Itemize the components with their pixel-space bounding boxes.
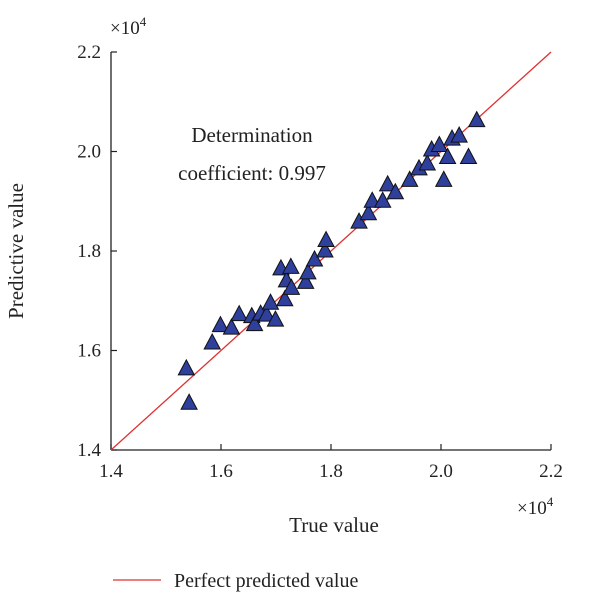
data-point-triangle [275, 289, 294, 307]
data-point-triangle [467, 110, 486, 128]
data-point-triangle [378, 174, 397, 192]
data-point-triangle [203, 332, 222, 350]
data-point-triangle [222, 318, 241, 335]
data-point-triangle [266, 310, 285, 327]
y-tick-label: 2.0 [77, 142, 101, 163]
data-point-triangle [386, 182, 405, 200]
data-point-triangle [245, 314, 264, 332]
data-point-triangle [459, 147, 478, 164]
y-multiplier: ×104 [110, 14, 147, 39]
x-tick-label: 1.8 [319, 461, 343, 482]
data-point-triangle [282, 278, 301, 295]
x-multiplier-exponent: 4 [547, 494, 554, 509]
data-point-triangle [400, 170, 419, 187]
data-point-triangle [430, 135, 449, 153]
x-tick-label: 1.4 [99, 461, 123, 482]
data-point-triangle [359, 203, 378, 221]
data-point-triangle [230, 304, 248, 322]
legend: Perfect predicted value [113, 570, 358, 592]
y-tick-label: 1.6 [77, 341, 101, 362]
data-point-triangle [418, 153, 437, 171]
y-axis-title: Predictive value [4, 183, 28, 319]
data-point-triangle [257, 305, 276, 322]
data-point-triangle [299, 262, 317, 280]
x-multiplier: ×104 [517, 494, 554, 519]
y-tick-label: 1.4 [77, 440, 101, 461]
y-tick-label: 2.2 [77, 42, 101, 63]
data-point-triangle [350, 212, 368, 229]
data-point-triangle [434, 170, 453, 187]
data-point-triangle [450, 126, 468, 143]
data-point-triangle [177, 358, 196, 376]
x-tick-label: 2.2 [539, 461, 563, 482]
perfect-prediction-line [110, 51, 552, 451]
data-points [177, 110, 486, 410]
annotation-line-1: Determination [191, 123, 313, 147]
data-point-triangle [282, 257, 300, 274]
data-point-triangle [180, 393, 198, 410]
data-point-triangle [296, 272, 315, 289]
x-tick-label: 2.0 [429, 461, 453, 482]
data-point-triangle [211, 315, 230, 333]
y-tick-label: 1.8 [77, 241, 101, 262]
y-multiplier-base: ×10 [110, 18, 140, 39]
data-point-triangle [317, 230, 335, 248]
legend-label: Perfect predicted value [174, 570, 358, 592]
data-point-triangle [373, 191, 392, 208]
y-multiplier-exponent: 4 [140, 14, 147, 29]
x-axis-title: True value [289, 513, 379, 537]
x-tick-label: 1.6 [209, 461, 233, 482]
x-multiplier-base: ×10 [517, 498, 547, 519]
annotation-line-2: coefficient: 0.997 [178, 161, 326, 185]
x-ticks: 1.4 1.6 1.8 2.0 2.2 [99, 444, 563, 482]
data-point-triangle [305, 249, 324, 267]
data-point-triangle [438, 147, 457, 164]
data-point-triangle [261, 293, 280, 310]
data-point-triangle [316, 240, 334, 258]
y-ticks: 1.4 1.6 1.8 2.0 2.2 [77, 42, 117, 461]
